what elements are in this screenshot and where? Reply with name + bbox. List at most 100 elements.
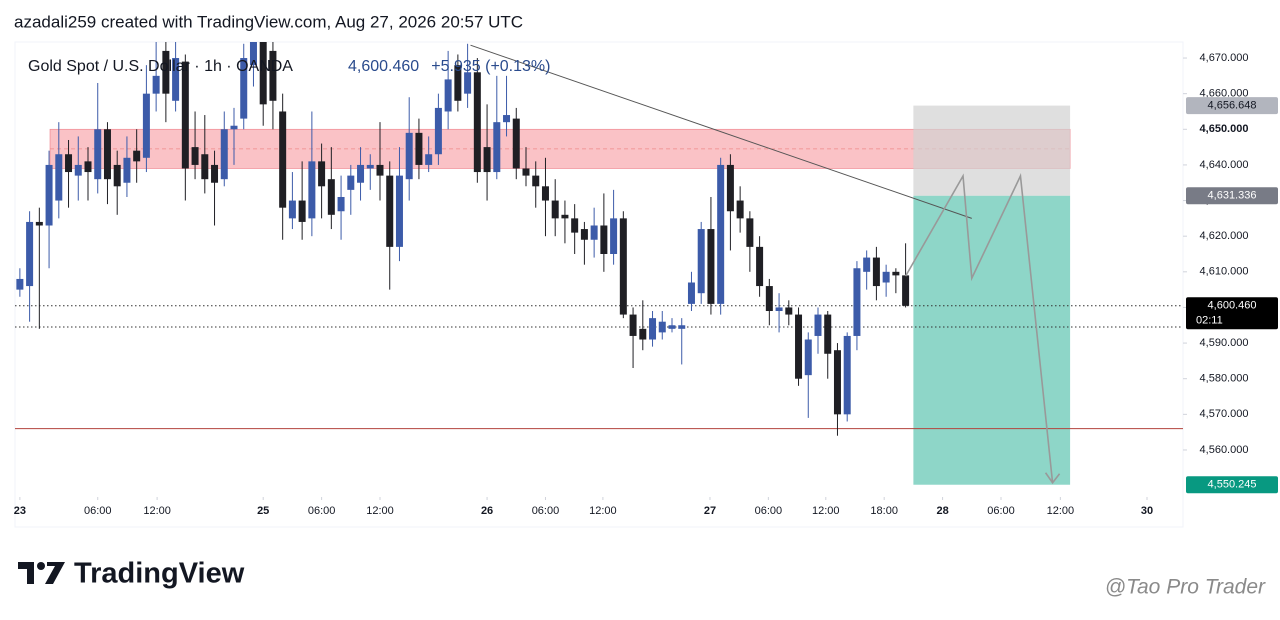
candle-body bbox=[639, 328, 647, 340]
candle-body bbox=[152, 75, 160, 94]
candle-body bbox=[697, 229, 705, 294]
candle-body bbox=[833, 350, 841, 415]
x-tick-label: 06:00 bbox=[532, 505, 560, 517]
candle-body bbox=[532, 175, 540, 187]
x-tick-label: 06:00 bbox=[755, 505, 783, 517]
candle-body bbox=[259, 42, 267, 105]
candle-body bbox=[678, 325, 686, 329]
candle-body bbox=[902, 275, 910, 306]
candle-body bbox=[600, 225, 608, 255]
y-tick-label: 4,580.000 bbox=[1200, 373, 1249, 385]
overlay: 4,560.000 4,570.000 4,580.000 4,590.000 4,60… bbox=[14, 52, 1278, 517]
price-badge bbox=[1186, 97, 1278, 115]
reward-box bbox=[913, 195, 1071, 485]
candle-body bbox=[668, 325, 676, 329]
countdown: 02:11 bbox=[1196, 315, 1223, 327]
candle-body bbox=[347, 175, 355, 190]
candle-body bbox=[308, 161, 316, 219]
brand: TradingView bbox=[74, 558, 245, 590]
y-tick-label: 4,660.000 bbox=[1200, 88, 1249, 100]
candle-body bbox=[541, 186, 549, 201]
candle-body bbox=[687, 282, 695, 304]
candle-body bbox=[649, 318, 657, 340]
candle-body bbox=[795, 314, 803, 379]
x-tick-label: 30 bbox=[1141, 505, 1153, 517]
candle-body bbox=[65, 154, 73, 173]
candle-body bbox=[113, 164, 121, 187]
x-tick-label: 12:00 bbox=[589, 505, 617, 517]
candle-body bbox=[785, 307, 793, 315]
candle-body bbox=[444, 79, 452, 112]
y-tick-label: 4,620.000 bbox=[1200, 230, 1249, 242]
candle-body bbox=[366, 164, 374, 169]
candle-body bbox=[853, 268, 861, 336]
candle-body bbox=[824, 314, 832, 354]
x-tick-label: 23 bbox=[14, 505, 26, 517]
candle-body bbox=[512, 118, 520, 169]
candle-body bbox=[863, 257, 871, 272]
candle-body bbox=[123, 157, 131, 183]
price-badge-label: 4,600.460 bbox=[1208, 300, 1257, 312]
y-tick-label: 4,560.000 bbox=[1200, 444, 1249, 456]
x-tick-label: 12:00 bbox=[1047, 505, 1075, 517]
candle-body bbox=[269, 50, 277, 101]
y-tick-label: 4,650.000 bbox=[1200, 123, 1249, 135]
x-tick-label: 06:00 bbox=[987, 505, 1015, 517]
candle-body bbox=[45, 164, 53, 226]
trend-line bbox=[470, 44, 972, 219]
candle-body bbox=[386, 175, 394, 247]
candle-body bbox=[415, 132, 423, 165]
candle-body bbox=[571, 218, 579, 233]
candle-body bbox=[327, 179, 335, 215]
y-tick-label: 4,670.000 bbox=[1200, 52, 1249, 64]
candle-body bbox=[288, 200, 296, 219]
candle-body bbox=[736, 200, 744, 219]
candle-body bbox=[882, 271, 890, 283]
projection-path bbox=[904, 173, 1054, 483]
price-change: +5.935 (+0.13%) bbox=[431, 58, 550, 75]
candle-body bbox=[94, 129, 102, 180]
candle-body bbox=[434, 107, 442, 155]
candle-body bbox=[464, 72, 472, 94]
candle-body bbox=[162, 50, 170, 94]
candle-body bbox=[843, 335, 851, 415]
candle-body bbox=[473, 72, 481, 173]
credit: azadali259 created with TradingView.com,… bbox=[14, 12, 523, 31]
candle-body bbox=[84, 161, 92, 173]
x-tick-label: 06:00 bbox=[308, 505, 336, 517]
candle-body bbox=[658, 321, 666, 333]
y-tick-label: 4,570.000 bbox=[1200, 408, 1249, 420]
price-badge bbox=[1186, 297, 1278, 330]
candle-body bbox=[717, 164, 725, 304]
x-tick-label: 27 bbox=[704, 505, 716, 517]
candle-body bbox=[707, 229, 715, 304]
candle-body bbox=[814, 314, 822, 336]
candle-body bbox=[172, 58, 180, 101]
candle-body bbox=[249, 42, 257, 66]
price-badge bbox=[1186, 476, 1278, 494]
candle-body bbox=[580, 229, 588, 240]
candle-body bbox=[493, 122, 501, 173]
y-tick-label: 4,610.000 bbox=[1200, 266, 1249, 278]
candle-body bbox=[318, 161, 326, 187]
candle-body bbox=[211, 164, 219, 183]
x-tick-label: 12:00 bbox=[366, 505, 394, 517]
candle-body bbox=[610, 218, 618, 255]
plot bbox=[15, 42, 1183, 485]
candle-body bbox=[726, 164, 734, 212]
x-tick-label: 18:00 bbox=[870, 505, 898, 517]
candle-body bbox=[629, 314, 637, 336]
x-tick-label: 06:00 bbox=[84, 505, 112, 517]
candle-body bbox=[26, 221, 34, 287]
candle-body bbox=[357, 164, 365, 183]
candle-body bbox=[35, 221, 43, 226]
plot-frame bbox=[14, 41, 1184, 528]
last-price: 4,600.460 bbox=[348, 58, 419, 75]
candle-body bbox=[454, 65, 462, 101]
x-tick-label: 12:00 bbox=[143, 505, 171, 517]
candle-body bbox=[551, 200, 559, 219]
y-tick-label: 4,590.000 bbox=[1200, 337, 1249, 349]
candle-body bbox=[337, 196, 345, 212]
